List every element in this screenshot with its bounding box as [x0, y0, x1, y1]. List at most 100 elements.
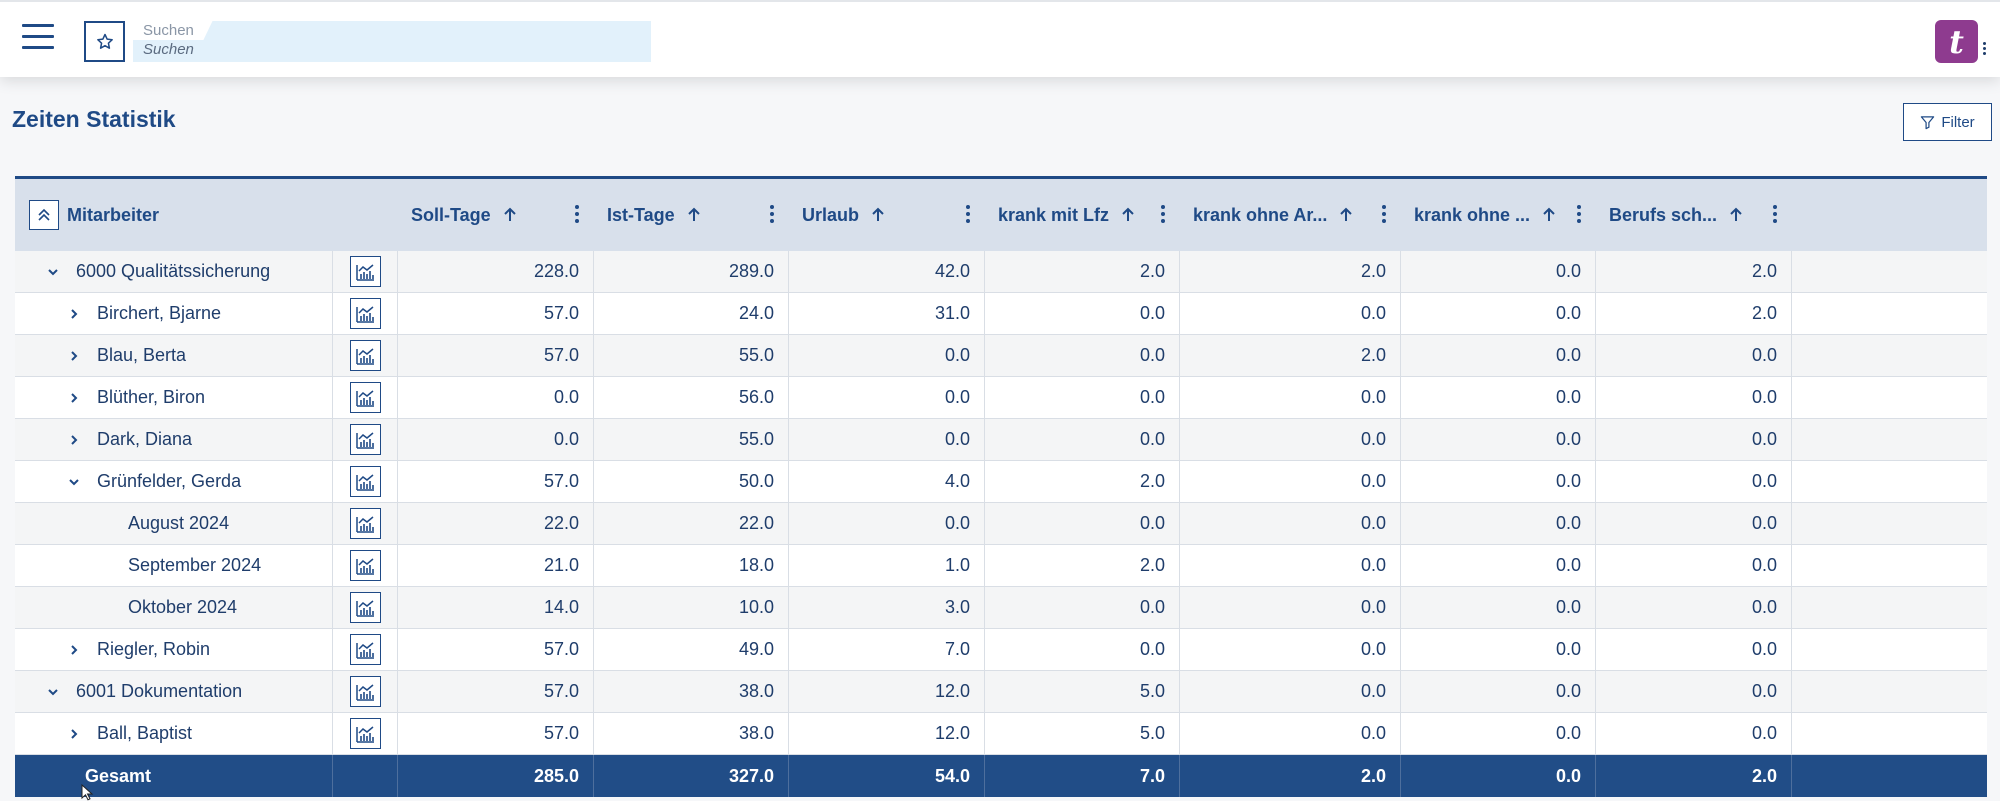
- column-menu-icon[interactable]: [1773, 205, 1779, 225]
- table-row[interactable]: 6000 Qualitätssicherung 228.0 289.0 42.0 2.0…: [15, 251, 1987, 293]
- row-name-cell: 6000 Qualitätssicherung: [15, 251, 332, 292]
- row-value: 3.0: [788, 587, 984, 628]
- row-value: 57.0: [397, 629, 593, 670]
- sort-asc-icon[interactable]: [1540, 206, 1558, 224]
- chart-icon: [356, 683, 374, 701]
- row-value: 0.0: [1400, 293, 1595, 334]
- filter-button[interactable]: Filter: [1903, 103, 1992, 141]
- collapse-row-toggle[interactable]: [63, 471, 85, 493]
- empty-cell: [1791, 755, 1987, 797]
- row-name-cell: Grünfelder, Gerda: [15, 461, 332, 502]
- search-label: Suchen: [143, 22, 194, 39]
- table-row[interactable]: 6001 Dokumentation 57.0 38.0 12.0 5.0 0.0 0.0 0…: [15, 671, 1987, 713]
- sort-asc-icon[interactable]: [869, 206, 887, 224]
- search-input[interactable]: [143, 41, 643, 58]
- empty-cell: [1791, 671, 1987, 712]
- column-menu-icon[interactable]: [1577, 205, 1583, 225]
- table-row[interactable]: Birchert, Bjarne 57.0 24.0 31.0 0.0 0.0 0.0 2.0: [15, 293, 1987, 335]
- sort-asc-icon[interactable]: [1337, 206, 1355, 224]
- expand-row-toggle[interactable]: [63, 387, 85, 409]
- column-header[interactable]: Berufs sch...: [1595, 179, 1791, 251]
- row-value: 0.0: [1400, 461, 1595, 502]
- row-name-cell: Ball, Baptist: [15, 713, 332, 754]
- row-value: 57.0: [397, 293, 593, 334]
- expand-row-toggle[interactable]: [63, 639, 85, 661]
- total-value: 327.0: [593, 755, 788, 797]
- expand-row-toggle[interactable]: [63, 723, 85, 745]
- row-name-cell: Oktober 2024: [15, 587, 332, 628]
- row-name-cell: Blau, Berta: [15, 335, 332, 376]
- total-value: 285.0: [397, 755, 593, 797]
- column-menu-icon[interactable]: [1382, 205, 1388, 225]
- expand-row-toggle[interactable]: [63, 345, 85, 367]
- row-value: 0.0: [788, 335, 984, 376]
- expand-row-toggle[interactable]: [63, 429, 85, 451]
- row-value: 0.0: [984, 419, 1179, 460]
- column-header[interactable]: krank ohne ...: [1400, 179, 1595, 251]
- chart-cell: [332, 461, 397, 502]
- column-menu-icon[interactable]: [966, 205, 972, 225]
- chart-button[interactable]: [349, 676, 381, 707]
- table-row[interactable]: Grünfelder, Gerda 57.0 50.0 4.0 2.0 0.0 0.0 0.0: [15, 461, 1987, 503]
- table-row[interactable]: Dark, Diana 0.0 55.0 0.0 0.0 0.0 0.0 0.0: [15, 419, 1987, 461]
- sort-asc-icon[interactable]: [501, 206, 519, 224]
- favorite-button[interactable]: [84, 21, 125, 62]
- table-row[interactable]: Blau, Berta 57.0 55.0 0.0 0.0 2.0 0.0 0.0: [15, 335, 1987, 377]
- row-label: 6001 Dokumentation: [76, 681, 243, 701]
- row-value: 0.0: [1595, 671, 1791, 712]
- chart-button[interactable]: [349, 340, 381, 371]
- row-value: 57.0: [397, 335, 593, 376]
- chart-button[interactable]: [349, 466, 381, 497]
- column-header-mitarbeiter[interactable]: Mitarbeiter: [15, 179, 332, 251]
- chart-button[interactable]: [349, 382, 381, 413]
- chevron-right-icon: [71, 644, 78, 655]
- row-label: 6000 Qualitätssicherung: [76, 261, 271, 281]
- table-row[interactable]: Oktober 2024 14.0 10.0 3.0 0.0 0.0 0.0 0.0: [15, 587, 1987, 629]
- search-tab: [133, 20, 213, 40]
- row-label: Blüther, Biron: [97, 387, 206, 407]
- table-row[interactable]: Ball, Baptist 57.0 38.0 12.0 5.0 0.0 0.0 0.0: [15, 713, 1987, 755]
- empty-cell: [1791, 293, 1987, 334]
- row-name-cell: August 2024: [15, 503, 332, 544]
- chart-button[interactable]: [349, 298, 381, 329]
- table-row[interactable]: September 2024 21.0 18.0 1.0 2.0 0.0 0.0 0.0: [15, 545, 1987, 587]
- menu-icon[interactable]: [22, 24, 54, 52]
- more-icon[interactable]: [1983, 42, 1989, 60]
- table-row[interactable]: Blüther, Biron 0.0 56.0 0.0 0.0 0.0 0.0 0.0: [15, 377, 1987, 419]
- table-row[interactable]: Riegler, Robin 57.0 49.0 7.0 0.0 0.0 0.0 0.0: [15, 629, 1987, 671]
- page-title: Zeiten Statistik: [12, 106, 176, 132]
- chart-button[interactable]: [349, 424, 381, 455]
- sort-asc-icon[interactable]: [1727, 206, 1745, 224]
- top-bar: Suchen t: [0, 0, 2000, 77]
- column-header[interactable]: Ist-Tage: [593, 179, 788, 251]
- row-label: Oktober 2024: [128, 597, 238, 617]
- app-logo[interactable]: t: [1935, 20, 1978, 63]
- column-header[interactable]: Soll-Tage: [397, 179, 593, 251]
- sort-asc-icon[interactable]: [685, 206, 703, 224]
- column-header[interactable]: krank mit Lfz: [984, 179, 1179, 251]
- row-value: 0.0: [984, 335, 1179, 376]
- column-header[interactable]: Urlaub: [788, 179, 984, 251]
- collapse-row-toggle[interactable]: [42, 681, 64, 703]
- chart-button[interactable]: [349, 634, 381, 665]
- collapse-row-toggle[interactable]: [42, 261, 64, 283]
- chart-icon: [356, 263, 374, 281]
- chart-button[interactable]: [349, 256, 381, 287]
- collapse-all-button[interactable]: [29, 200, 59, 230]
- column-menu-icon[interactable]: [770, 205, 776, 225]
- sort-asc-icon[interactable]: [1119, 206, 1137, 224]
- search-box[interactable]: Suchen: [133, 20, 651, 62]
- column-menu-icon[interactable]: [1161, 205, 1167, 225]
- table-row[interactable]: August 2024 22.0 22.0 0.0 0.0 0.0 0.0 0.0: [15, 503, 1987, 545]
- row-value: 22.0: [397, 503, 593, 544]
- chart-button[interactable]: [349, 550, 381, 581]
- row-value: 42.0: [788, 251, 984, 292]
- column-menu-icon[interactable]: [575, 205, 581, 225]
- column-label: Berufs sch...: [1609, 204, 1718, 225]
- column-header[interactable]: krank ohne Ar...: [1179, 179, 1400, 251]
- row-value: 0.0: [1595, 713, 1791, 754]
- chart-button[interactable]: [349, 508, 381, 539]
- expand-row-toggle[interactable]: [63, 303, 85, 325]
- chart-button[interactable]: [349, 718, 381, 749]
- chart-button[interactable]: [349, 592, 381, 623]
